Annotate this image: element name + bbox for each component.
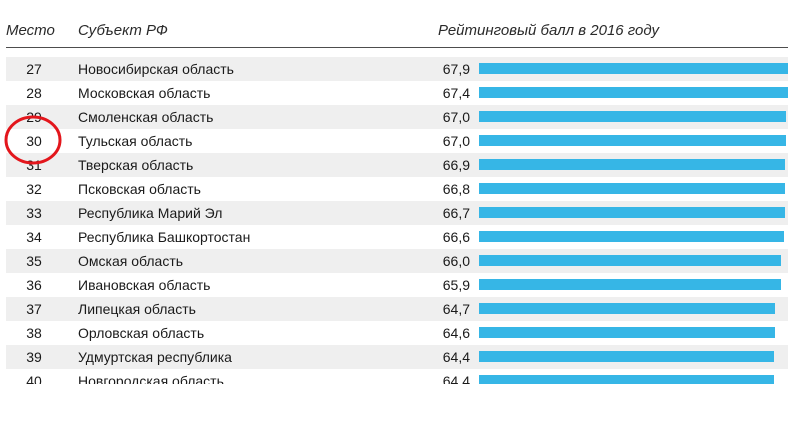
score-bar [479,351,774,362]
score-label: 67,0 [442,133,470,149]
score-label: 65,9 [442,277,470,293]
region-label: Новгородская область [78,373,224,384]
score-bar [479,327,775,338]
table-row: 27 Новосибирская область 67,9 [6,57,788,81]
score-bar [479,279,781,290]
region-label: Орловская область [78,325,205,341]
score-bar [479,303,776,314]
rank-label: 33 [26,205,42,221]
rank-label: 30 [26,133,42,149]
rank-label: 39 [26,349,42,365]
table-row: 40 Новгородская область 64,4 [6,369,788,384]
score-bar [479,87,788,98]
table-row: 39 Удмуртская республика 64,4 [6,345,788,369]
score-label: 64,6 [442,325,470,341]
table-row: 32 Псковская область 66,8 [6,177,788,201]
score-bar [479,135,786,146]
table-row: 30 Тульская область 67,0 [6,129,788,153]
score-label: 64,7 [442,301,470,317]
score-bar [479,207,785,218]
rank-label: 29 [26,109,42,125]
score-bar [479,183,785,194]
header-subject: Субъект РФ [78,22,168,39]
rank-label: 27 [26,61,42,77]
table-row: 31 Тверская область 66,9 [6,153,788,177]
header-divider [6,47,788,48]
region-label: Липецкая область [78,301,196,317]
table-row: 38 Орловская область 64,6 [6,321,788,345]
region-label: Омская область [78,253,184,269]
score-bar [479,111,786,122]
header-score: Рейтинговый балл в 2016 году [438,22,659,39]
rank-label: 40 [26,373,42,384]
rank-label: 31 [26,157,42,173]
rank-label: 37 [26,301,42,317]
table-row: 36 Ивановская область 65,9 [6,273,788,297]
table-row: 29 Смоленская область 67,0 [6,105,788,129]
score-bar [479,159,786,170]
table-row: 33 Республика Марий Эл 66,7 [6,201,788,225]
region-label: Псковская область [78,181,201,197]
score-bar [479,375,774,384]
region-label: Московская область [78,85,211,101]
score-label: 64,4 [442,349,470,365]
region-label: Удмуртская республика [78,349,232,365]
score-label: 67,0 [442,109,470,125]
score-label: 66,9 [442,157,470,173]
table-row: 34 Республика Башкортостан 66,6 [6,225,788,249]
score-label: 67,4 [442,85,470,101]
rank-label: 32 [26,181,42,197]
score-label: 67,9 [442,61,470,77]
rank-label: 28 [26,85,42,101]
region-label: Смоленская область [78,109,214,125]
rank-label: 34 [26,229,42,245]
table-row: 35 Омская область 66,0 [6,249,788,273]
region-label: Республика Башкортостан [78,229,251,245]
score-label: 66,6 [442,229,470,245]
score-bar [479,255,782,266]
region-label: Тверская область [78,157,194,173]
header-rank: Место [6,22,55,39]
table-row: 28 Московская область 67,4 [6,81,788,105]
rank-label: 36 [26,277,42,293]
score-label: 64,4 [442,373,470,384]
score-label: 66,7 [442,205,470,221]
score-bar [479,231,784,242]
region-label: Ивановская область [78,277,211,293]
score-bar [479,63,788,74]
region-label: Новосибирская область [78,61,234,77]
table-row: 37 Липецкая область 64,7 [6,297,788,321]
rank-label: 35 [26,253,42,269]
region-label: Республика Марий Эл [78,205,223,221]
score-label: 66,8 [442,181,470,197]
score-label: 66,0 [442,253,470,269]
region-label: Тульская область [78,133,193,149]
rank-label: 38 [26,325,42,341]
rating-table: Место Субъект РФ Рейтинговый балл в 2016… [6,22,788,384]
